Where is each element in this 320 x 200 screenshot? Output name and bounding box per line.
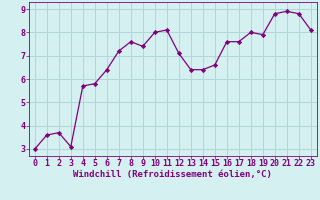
X-axis label: Windchill (Refroidissement éolien,°C): Windchill (Refroidissement éolien,°C) bbox=[73, 170, 272, 179]
